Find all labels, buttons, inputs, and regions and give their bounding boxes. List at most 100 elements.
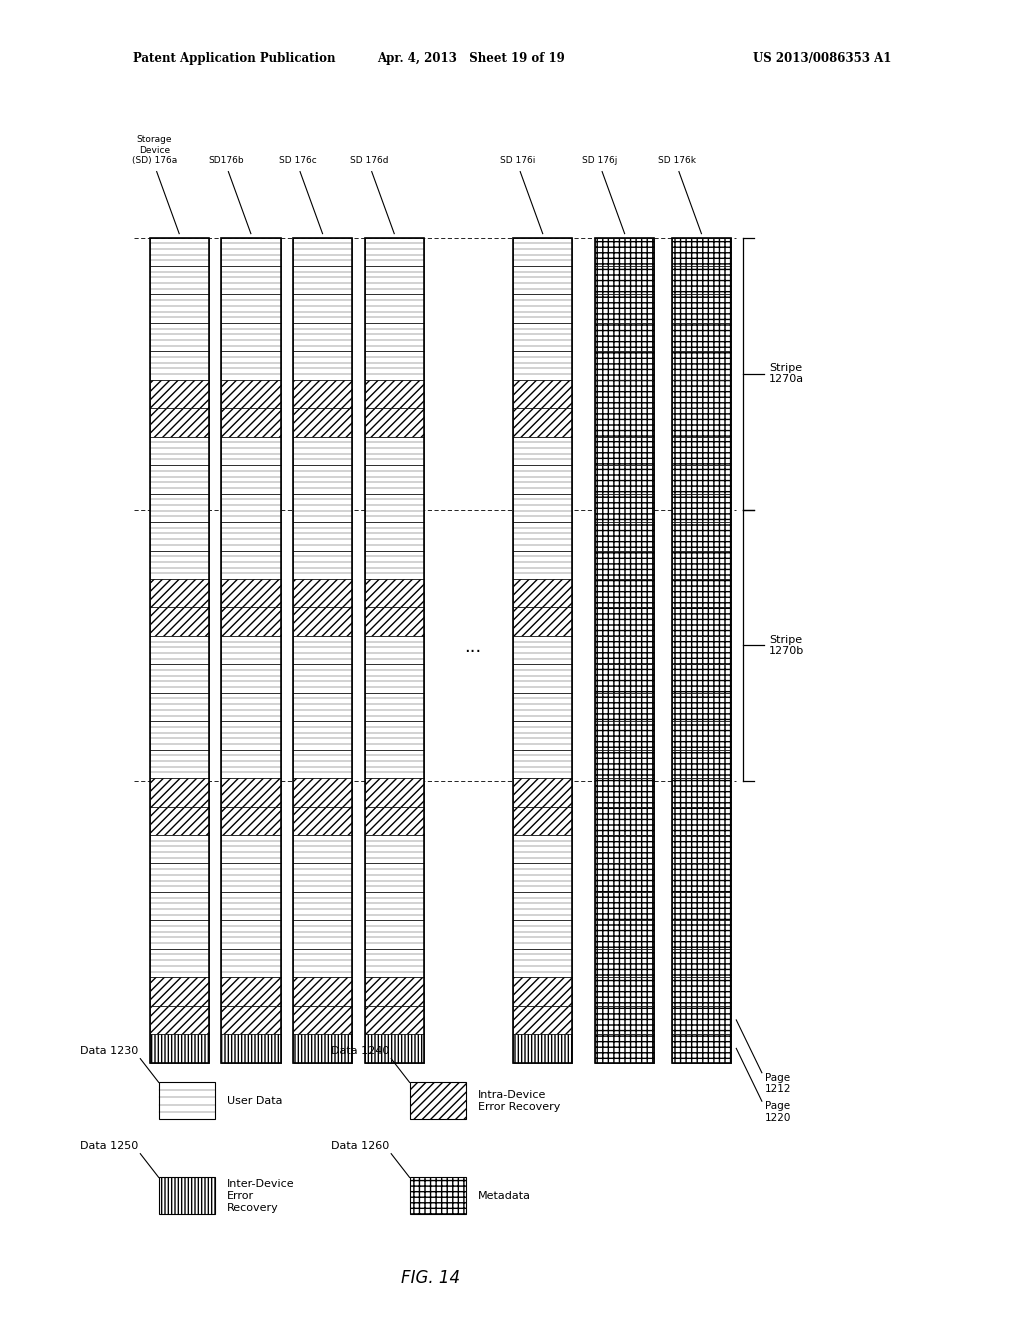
Bar [365,523,424,550]
Bar [513,949,572,977]
Bar [513,579,572,607]
Bar [150,777,209,807]
Bar [365,664,424,693]
Bar [513,836,572,863]
Bar [513,323,572,351]
Text: SD 176d: SD 176d [350,156,389,165]
Bar [365,750,424,777]
Bar [513,664,572,693]
Bar [365,1006,424,1034]
Bar [513,380,572,408]
Text: Page
1212: Page 1212 [765,1073,792,1094]
Bar [293,693,352,721]
Bar [513,465,572,494]
Bar [221,977,281,1006]
Bar [672,863,731,892]
Bar [150,892,209,920]
Bar [672,465,731,494]
Bar [221,465,281,494]
Bar [672,1006,731,1034]
Bar [595,777,654,807]
Bar [365,494,424,523]
Bar [293,294,352,323]
Bar [595,323,654,351]
Bar [221,863,281,892]
Bar [513,1006,572,1034]
Bar [150,238,209,267]
Bar [150,294,209,323]
Bar [595,550,654,579]
Bar [293,579,352,607]
Bar [595,636,654,664]
Bar [150,693,209,721]
Bar [150,523,209,550]
Bar [595,238,654,1063]
Bar [595,238,654,267]
Bar [293,807,352,836]
Text: Intra-Device
Error Recovery: Intra-Device Error Recovery [478,1090,560,1111]
Bar [595,836,654,863]
Bar [672,807,731,836]
Bar [513,1034,572,1063]
Bar [221,836,281,863]
Bar [513,892,572,920]
Bar [595,721,654,750]
Bar [513,494,572,523]
Bar [150,437,209,465]
Bar [150,636,209,664]
Bar [672,579,731,607]
Bar [672,607,731,636]
Bar [293,863,352,892]
Bar [672,380,731,408]
Text: Patent Application Publication: Patent Application Publication [133,51,336,65]
Text: Inter-Device
Error
Recovery: Inter-Device Error Recovery [227,1179,295,1213]
Text: FIG. 14: FIG. 14 [400,1269,460,1287]
Bar [672,267,731,294]
Bar [150,267,209,294]
Bar [672,238,731,267]
Bar [365,408,424,437]
Bar [595,807,654,836]
Bar [221,920,281,949]
Bar [672,1034,731,1063]
Bar [672,920,731,949]
Text: Data 1230: Data 1230 [80,1045,138,1056]
Bar [150,721,209,750]
Bar [595,863,654,892]
Bar [672,351,731,380]
Bar [513,437,572,465]
Bar [365,636,424,664]
Bar [293,238,352,267]
Bar [595,750,654,777]
Bar [365,465,424,494]
Text: SD 176i: SD 176i [501,156,536,165]
Bar [595,664,654,693]
Bar [513,351,572,380]
Bar [221,550,281,579]
Bar [595,380,654,408]
Text: Storage
Device
(SD) 176a: Storage Device (SD) 176a [132,135,177,165]
Bar [595,1034,654,1063]
Bar [595,267,654,294]
Bar [672,494,731,523]
Bar [150,380,209,408]
Bar [293,408,352,437]
Bar [293,351,352,380]
Bar [365,807,424,836]
Bar [221,892,281,920]
Text: ...: ... [465,638,481,656]
Bar [293,721,352,750]
Bar [672,693,731,721]
Bar [150,750,209,777]
Bar [150,550,209,579]
Bar [672,294,731,323]
Bar [672,892,731,920]
Bar [672,977,731,1006]
Bar [513,863,572,892]
Bar [595,1006,654,1034]
Bar [672,408,731,437]
Bar [221,636,281,664]
Bar [150,1034,209,1063]
Bar [293,550,352,579]
Bar [221,408,281,437]
